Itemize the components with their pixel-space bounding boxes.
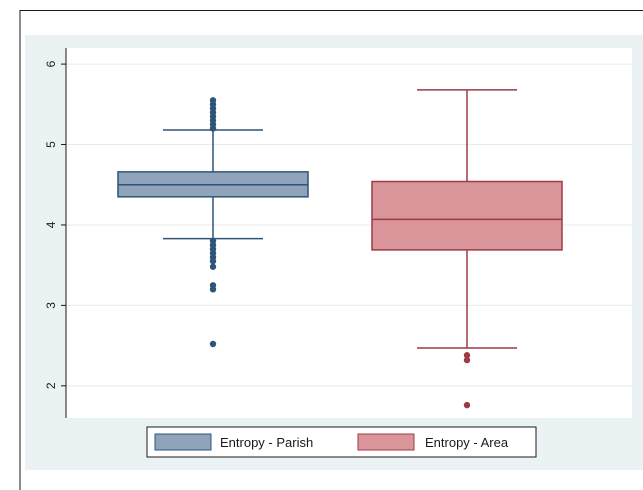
legend: Entropy - Parish Entropy - Area [146, 426, 537, 458]
outlier-point [209, 97, 217, 104]
legend-label-area: Entropy - Area [425, 435, 509, 450]
y-tick-label-6: 6 [44, 60, 58, 67]
boxplot-series [117, 89, 563, 409]
y-tick-label-5: 5 [44, 141, 58, 148]
outlier-point [209, 263, 217, 270]
box-area [371, 89, 563, 409]
outlier-point [209, 286, 217, 293]
y-axis: 2 3 4 5 6 [44, 48, 67, 418]
outlier-point [209, 257, 217, 265]
outlier-point [463, 401, 471, 409]
outlier-point [463, 352, 471, 359]
legend-swatch-area [357, 433, 415, 451]
y-tick-label-3: 3 [44, 302, 58, 309]
legend-box [146, 426, 537, 458]
iqr-box [371, 180, 563, 251]
y-tick-label-2: 2 [44, 382, 58, 389]
outlier-point [209, 340, 217, 348]
legend-swatch-parish [154, 433, 212, 451]
y-tick-label-4: 4 [44, 221, 58, 228]
legend-label-parish: Entropy - Parish [220, 435, 313, 450]
outlier-point [463, 356, 471, 364]
box-parish [117, 97, 309, 348]
